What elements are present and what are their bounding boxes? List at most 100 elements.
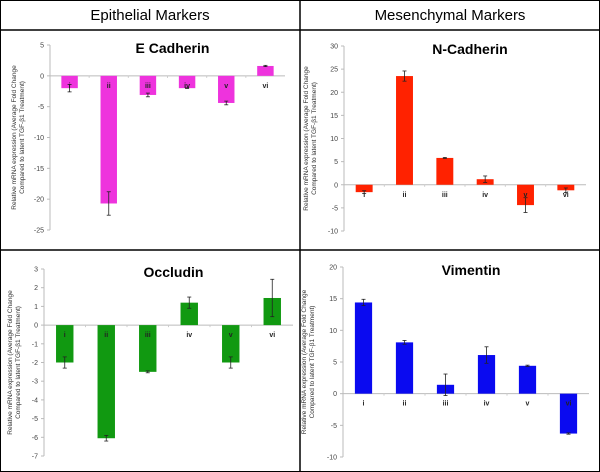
- y-tick-label: 0: [34, 323, 38, 330]
- category-label: i: [363, 401, 365, 408]
- y-axis-label-line: Relative mRNA expression (Average Fold C…: [301, 289, 308, 434]
- category-label: i: [363, 192, 365, 199]
- category-label: ii: [403, 192, 407, 199]
- header-epithelial: Epithelial Markers: [90, 7, 209, 24]
- y-tick-label: -6: [32, 435, 38, 442]
- y-tick-label: -10: [34, 135, 44, 142]
- bar-iv: [180, 302, 198, 326]
- category-label: vi: [262, 83, 268, 90]
- y-tick-label: 5: [333, 360, 337, 367]
- chart-panel-n-cadherin: N-Cadherin Relative mRNA expression (Aver…: [303, 41, 586, 236]
- y-axis-label-line: Compared to latent TGF-β1 Treatment): [15, 306, 22, 419]
- category-label: v: [524, 192, 528, 199]
- bar-iii: [139, 75, 157, 95]
- category-label: ii: [104, 332, 108, 339]
- bar-v: [517, 184, 534, 206]
- bar-v: [218, 75, 235, 103]
- y-tick-label: 15: [330, 113, 338, 120]
- bar-iv: [178, 75, 196, 89]
- y-tick-label: -1: [32, 341, 38, 348]
- chart-panel-e-cadherin: E Cadherin Relative mRNA expression (Aver…: [11, 40, 285, 235]
- category-label: iv: [484, 401, 490, 408]
- y-axis-label: Relative mRNA expression (Average Fold C…: [7, 290, 22, 435]
- y-axis-label-line: Compared to latent TGF-β1 Treatment): [309, 306, 316, 419]
- chart-title: Occludin: [144, 264, 204, 280]
- y-tick-label: -25: [34, 228, 44, 235]
- y-axis-label-line: Relative mRNA expression (Average Fold C…: [7, 290, 14, 435]
- bar-ii: [395, 342, 414, 394]
- category-label: iii: [443, 401, 449, 408]
- category-label: ii: [107, 83, 111, 90]
- y-axis-label-line: Compared to latent TGF-β1 Treatment): [311, 82, 318, 195]
- y-tick-label: -7: [32, 454, 38, 461]
- bar-ii: [396, 76, 413, 185]
- y-tick-label: 0: [334, 182, 338, 189]
- category-label: vi: [563, 192, 569, 199]
- y-tick-label: 5: [334, 159, 338, 166]
- y-axis-label-line: Compared to latent TGF-β1 Treatment): [19, 81, 26, 194]
- category-label: iii: [145, 83, 151, 90]
- y-tick-label: 2: [34, 285, 38, 292]
- bar-v: [222, 325, 240, 363]
- bar-iii: [139, 325, 157, 372]
- y-tick-label: 20: [330, 90, 338, 97]
- y-axis-label: Relative mRNA expression (Average Fold C…: [11, 65, 26, 210]
- bar-i: [61, 75, 78, 89]
- y-axis-label: Relative mRNA expression (Average Fold C…: [301, 289, 316, 434]
- y-tick-label: -5: [331, 423, 337, 430]
- category-label: v: [224, 83, 228, 90]
- y-tick-label: 10: [330, 136, 338, 143]
- category-label: i: [64, 332, 66, 339]
- bar-iii: [436, 157, 454, 185]
- bar-i: [56, 325, 74, 363]
- y-tick-label: 3: [34, 267, 38, 274]
- category-label: vi: [269, 332, 275, 339]
- y-tick-label: -3: [32, 379, 38, 386]
- y-tick-label: 25: [330, 67, 338, 74]
- category-label: vi: [566, 401, 572, 408]
- y-tick-label: 5: [40, 43, 44, 50]
- chart-title: Vimentin: [442, 262, 501, 278]
- y-tick-label: -10: [327, 455, 337, 462]
- bar-vi: [557, 184, 575, 191]
- bar-iv: [477, 355, 496, 394]
- y-axis-label-line: Relative mRNA expression (Average Fold C…: [11, 65, 18, 210]
- y-tick-label: 1: [34, 304, 38, 311]
- chart-panel-vimentin: Vimentin Relative mRNA expression (Averag…: [301, 262, 589, 462]
- y-tick-label: -4: [32, 397, 38, 404]
- chart-title: N-Cadherin: [432, 41, 507, 57]
- category-label: i: [69, 83, 71, 90]
- y-tick-label: -15: [34, 166, 44, 173]
- y-tick-label: 30: [330, 44, 338, 51]
- y-tick-label: -5: [32, 416, 38, 423]
- category-label: v: [229, 332, 233, 339]
- category-label: ii: [403, 401, 407, 408]
- bar-ii: [97, 325, 115, 439]
- chart-title: E Cadherin: [136, 40, 210, 56]
- category-label: iv: [482, 192, 488, 199]
- header-mesenchymal: Mesenchymal Markers: [375, 7, 526, 24]
- category-label: iv: [184, 83, 190, 90]
- y-tick-label: 0: [40, 73, 44, 80]
- y-tick-label: -5: [38, 104, 44, 111]
- y-tick-label: 20: [329, 265, 337, 272]
- y-tick-label: 10: [329, 328, 337, 335]
- category-label: iii: [145, 332, 151, 339]
- bar-v: [518, 365, 537, 394]
- y-tick-label: -20: [34, 197, 44, 204]
- y-tick-label: -10: [328, 229, 338, 236]
- bar-ii: [100, 75, 117, 204]
- category-label: v: [526, 401, 530, 408]
- y-tick-label: -2: [32, 360, 38, 367]
- y-axis-label-line: Relative mRNA expression (Average Fold C…: [303, 66, 310, 211]
- y-tick-label: 0: [333, 391, 337, 398]
- bar-vi: [559, 393, 578, 434]
- y-tick-label: 15: [329, 296, 337, 303]
- bar-i: [354, 302, 373, 394]
- y-tick-label: -5: [332, 205, 338, 212]
- category-label: iii: [442, 192, 448, 199]
- bar-i: [355, 184, 373, 193]
- bar-vi: [257, 65, 274, 76]
